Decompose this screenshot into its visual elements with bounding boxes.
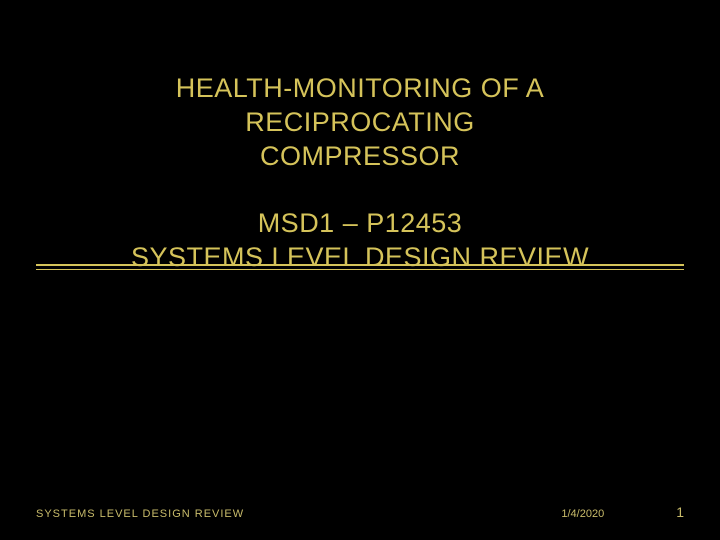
slide: HEALTH-MONITORING OF A RECIPROCATING COM… [0, 0, 720, 540]
title-block: HEALTH-MONITORING OF A RECIPROCATING COM… [60, 72, 660, 275]
footer-date: 1/4/2020 [561, 508, 604, 520]
page-number: 1 [676, 504, 684, 520]
footer-left: SYSTEMS LEVEL DESIGN REVIEW [36, 508, 244, 520]
footer-right: 1/4/2020 1 [561, 504, 684, 520]
divider-line-bottom [36, 269, 684, 270]
divider-line-top [36, 264, 684, 266]
title-line-2: COMPRESSOR [60, 140, 660, 174]
footer: SYSTEMS LEVEL DESIGN REVIEW 1/4/2020 1 [36, 504, 684, 520]
title-line-4: MSD1 – P12453 [60, 207, 660, 241]
title-line-1: HEALTH-MONITORING OF A RECIPROCATING [60, 72, 660, 140]
title-line-blank [60, 173, 660, 207]
